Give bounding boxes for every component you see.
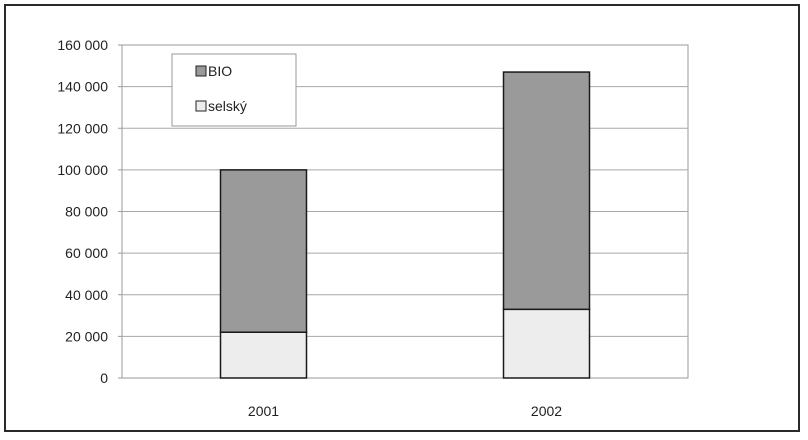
y-tick-label: 160 000 — [57, 37, 108, 53]
y-tick-label: 100 000 — [57, 162, 108, 178]
y-tick-label: 80 000 — [65, 204, 108, 220]
legend: BIO selský — [171, 53, 297, 127]
legend-label-bio: BIO — [208, 63, 232, 79]
y-tick-label: 20 000 — [65, 328, 108, 344]
bar-segment — [502, 308, 591, 379]
y-tick-label: 60 000 — [65, 245, 108, 261]
bars — [219, 71, 591, 379]
y-axis-ticks: 0 20 000 40 000 60 000 80 000 100 000 120 000 1… — [57, 37, 122, 386]
legend-label-selsky: selský — [208, 98, 247, 114]
y-tick-label: 40 000 — [65, 287, 108, 303]
bar-segment — [219, 169, 308, 333]
x-tick-label: 2002 — [531, 403, 562, 419]
bar-segment — [502, 71, 591, 311]
y-tick-label: 140 000 — [57, 79, 108, 95]
bar-segment — [219, 331, 308, 379]
legend-box — [171, 53, 297, 127]
x-axis-ticks: 2001 2002 — [248, 403, 562, 419]
legend-swatch-bio — [195, 65, 207, 77]
x-tick-label: 2001 — [248, 403, 279, 419]
y-tick-label: 120 000 — [57, 120, 108, 136]
legend-swatch-selsky — [195, 100, 207, 112]
y-tick-label: 0 — [100, 370, 108, 386]
